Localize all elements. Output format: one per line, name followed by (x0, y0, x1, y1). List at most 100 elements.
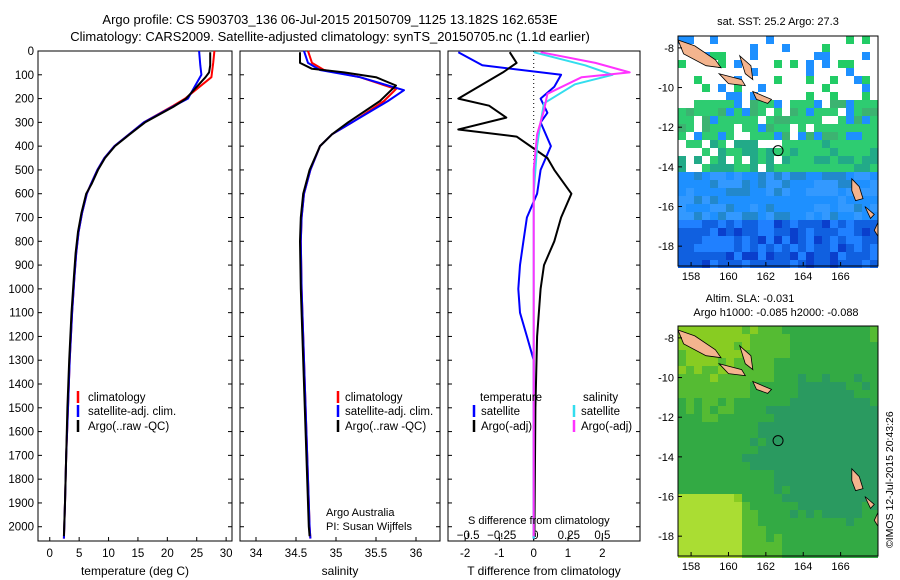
map-cell (870, 180, 878, 188)
map-cell (854, 406, 862, 414)
map-cell (846, 228, 854, 236)
map-cell (734, 148, 742, 156)
map-cell (702, 430, 710, 438)
map-cell (718, 52, 726, 60)
map-cell (870, 188, 878, 196)
map-cell (718, 510, 726, 518)
map-cell (694, 100, 702, 108)
map-cell (734, 116, 742, 124)
map-cell (830, 502, 838, 510)
float-position-marker (772, 145, 784, 157)
map-cell (870, 510, 878, 518)
map-cell (774, 326, 782, 334)
map-cell (862, 542, 870, 550)
map-cell (742, 422, 750, 430)
salinity-note-pi: PI: Susan Wijffels (326, 521, 412, 533)
map-cell (806, 358, 814, 366)
x2-tick-label: 0.5 (594, 530, 610, 542)
map-cell (862, 108, 870, 116)
map-cell (814, 100, 822, 108)
map-cell (758, 204, 766, 212)
sla-map-title-1: Altim. SLA: -0.031 (706, 293, 795, 305)
map-cell (830, 398, 838, 406)
map-cell (694, 76, 702, 84)
map-cell (718, 252, 726, 260)
map-cell (750, 414, 758, 422)
map-cell (734, 196, 742, 204)
map-cell (702, 534, 710, 542)
map-cell (710, 542, 718, 550)
map-cell (838, 196, 846, 204)
map-cell (750, 132, 758, 140)
map-cell (694, 196, 702, 204)
map-cell (686, 180, 694, 188)
map-cell (838, 550, 846, 558)
map-cell (782, 550, 790, 558)
island-landmass (738, 54, 754, 81)
map-cell (710, 502, 718, 510)
map-cell (686, 526, 694, 534)
map-cell (758, 374, 766, 382)
map-cell (798, 188, 806, 196)
map-cell (726, 454, 734, 462)
map-cell (806, 542, 814, 550)
map-cell (854, 326, 862, 334)
map-cell (830, 156, 838, 164)
map-cell (822, 438, 830, 446)
map-cell (766, 478, 774, 486)
map-cell (822, 172, 830, 180)
map-cell (710, 486, 718, 494)
map-cell (758, 108, 766, 116)
map-cell (702, 438, 710, 446)
map-cell (718, 446, 726, 454)
map-cell (846, 236, 854, 244)
map-cell (702, 398, 710, 406)
map-cell (782, 334, 790, 342)
map-cell (758, 220, 766, 228)
map-cell (806, 494, 814, 502)
map-cell (854, 502, 862, 510)
map-cell (838, 438, 846, 446)
map-cell (782, 542, 790, 550)
map-cell (742, 204, 750, 212)
map-cell (814, 454, 822, 462)
map-cell (694, 358, 702, 366)
map-cell (790, 398, 798, 406)
map-cell (710, 510, 718, 518)
map-cell (854, 124, 862, 132)
map-cell (814, 172, 822, 180)
map-cell (694, 462, 702, 470)
map-cell (742, 430, 750, 438)
map-cell (814, 438, 822, 446)
map-cell (734, 398, 742, 406)
map-cell (742, 494, 750, 502)
map-cell (782, 156, 790, 164)
map-cell (846, 196, 854, 204)
map-cell (710, 494, 718, 502)
map-cell (790, 486, 798, 494)
map-cell (854, 446, 862, 454)
map-cell (790, 470, 798, 478)
map-cell (766, 260, 774, 268)
map-cell (686, 422, 694, 430)
map-cell (726, 510, 734, 518)
map-cell (686, 140, 694, 148)
map-cell (814, 180, 822, 188)
map-cell (790, 518, 798, 526)
map-cell (710, 188, 718, 196)
map-cell (806, 236, 814, 244)
map-cell (742, 342, 750, 350)
map-cell (710, 172, 718, 180)
map-cell (830, 164, 838, 172)
map-cell (758, 534, 766, 542)
map-cell (678, 132, 686, 140)
map-cell (742, 550, 750, 558)
map-cell (814, 326, 822, 334)
map-cell (758, 550, 766, 558)
map-cell (822, 212, 830, 220)
map-cell (734, 140, 742, 148)
map-cell (678, 124, 686, 132)
map-cell (678, 156, 686, 164)
map-cell (686, 374, 694, 382)
map-cell (854, 422, 862, 430)
